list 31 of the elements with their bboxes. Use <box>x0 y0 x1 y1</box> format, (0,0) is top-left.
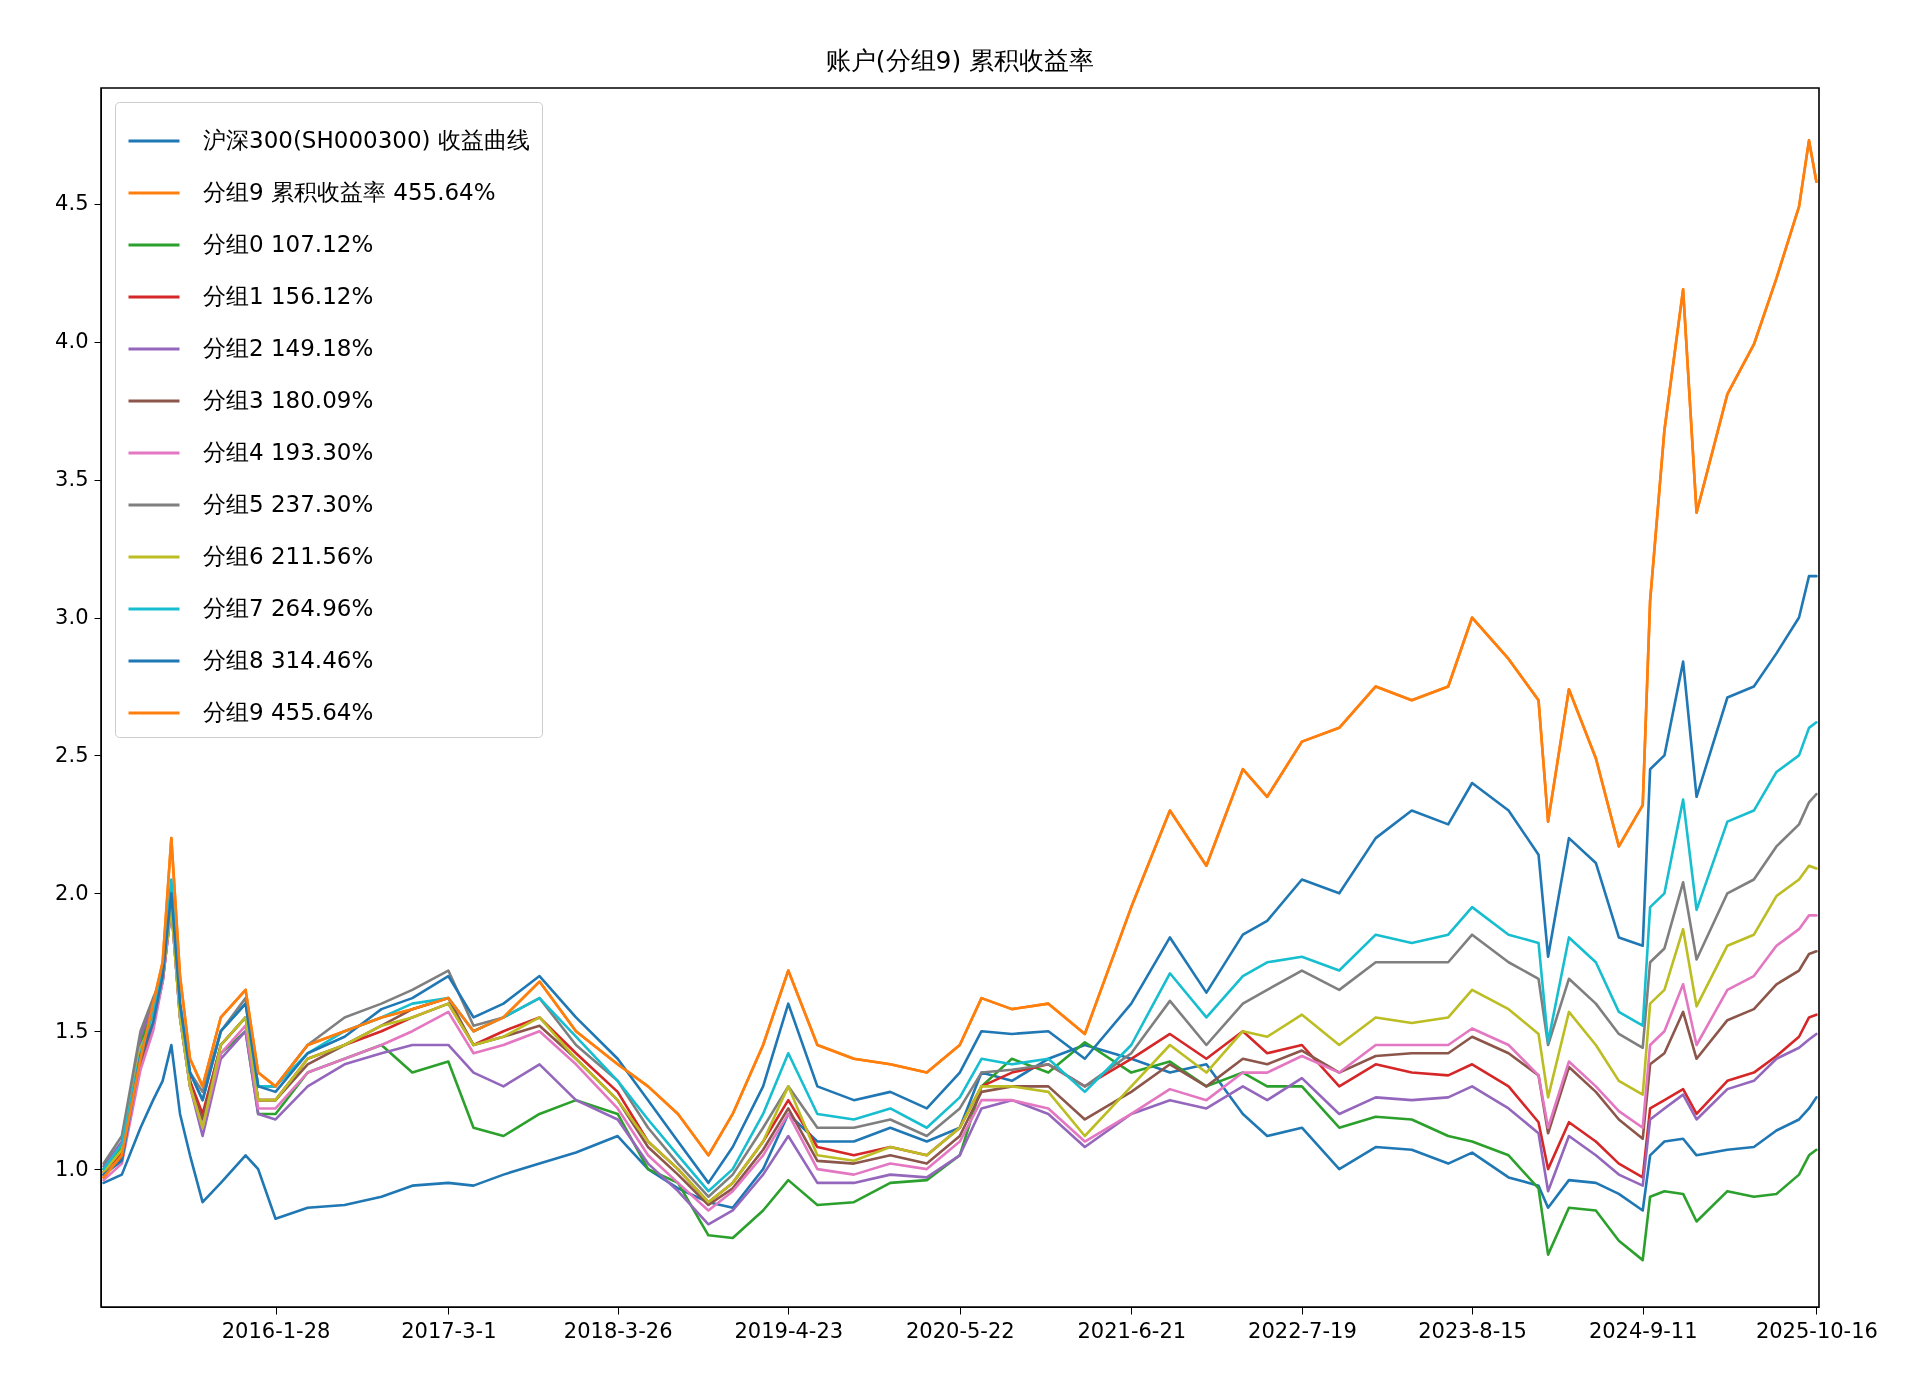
y-tick-label: 1.5 <box>55 1018 89 1043</box>
x-tick-label: 2020-5-22 <box>905 1318 1015 1343</box>
legend-label: 分组9 455.64% <box>203 699 374 725</box>
legend-label: 分组8 314.46% <box>203 647 374 673</box>
x-tick-label: 2025-10-16 <box>1755 1318 1878 1343</box>
y-tick-label: 2.5 <box>55 742 89 767</box>
x-tick-label: 2019-4-23 <box>734 1318 844 1343</box>
x-tick-label: 2021-6-21 <box>1077 1318 1187 1343</box>
x-tick-label: 2023-8-15 <box>1418 1318 1527 1343</box>
x-tick-label: 2016-1-28 <box>221 1318 331 1343</box>
y-tick-label: 1.0 <box>55 1156 89 1181</box>
y-tick-label: 4.0 <box>55 329 89 354</box>
x-tick-label: 2018-3-26 <box>563 1318 673 1343</box>
legend-label: 分组5 237.30% <box>203 491 374 517</box>
y-tick-label: 3.5 <box>55 467 89 492</box>
legend-label: 分组4 193.30% <box>203 439 374 465</box>
legend-label: 分组0 107.12% <box>203 231 374 257</box>
y-tick-label: 3.0 <box>55 605 89 630</box>
x-tick-label: 2017-3-1 <box>401 1318 497 1343</box>
y-tick-label: 4.5 <box>55 191 89 216</box>
x-tick-label: 2024-9-11 <box>1588 1318 1698 1343</box>
legend-label: 分组1 156.12% <box>203 283 374 309</box>
legend-label: 分组3 180.09% <box>203 387 374 413</box>
legend-label: 分组2 149.18% <box>203 335 374 361</box>
legend-label: 沪深300(SH000300) 收益曲线 <box>203 127 530 153</box>
legend-label: 分组7 264.96% <box>203 595 374 621</box>
y-tick-label: 2.0 <box>55 880 89 905</box>
x-tick-label: 2022-7-19 <box>1248 1318 1357 1343</box>
chart-title: 账户(分组9) 累积收益率 <box>825 46 1095 75</box>
legend-label: 分组9 累积收益率 455.64% <box>203 179 496 205</box>
legend-label: 分组6 211.56% <box>203 543 374 569</box>
